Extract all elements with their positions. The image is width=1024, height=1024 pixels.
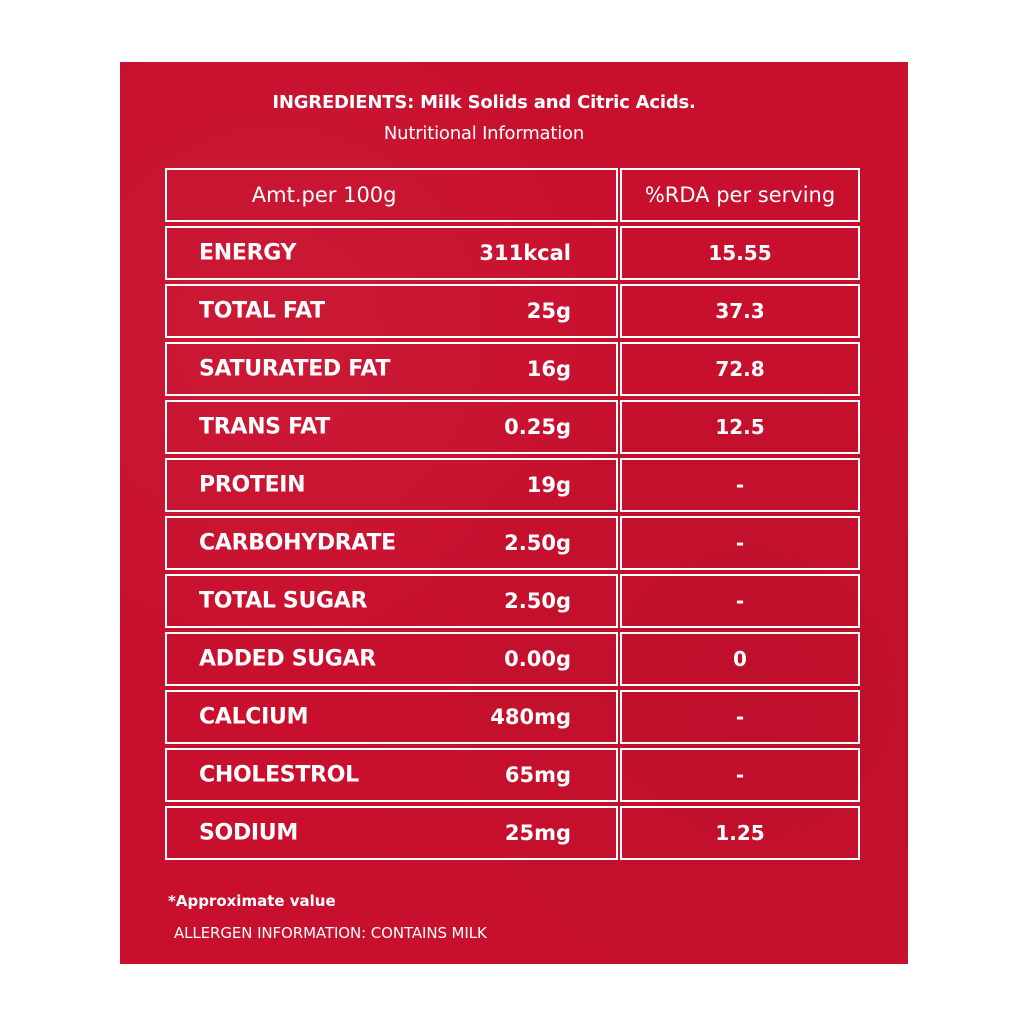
nutrient-cell: ADDED SUGAR 0.00g [165,632,618,686]
table-row: ENERGY 311kcal 15.55 [165,226,860,280]
nutrient-cell: TOTAL SUGAR 2.50g [165,574,618,628]
header-rda: %RDA per serving [644,183,836,207]
nutrient-amount: 19g [526,473,571,497]
nutrient-amount: 480mg [490,705,571,729]
nutrient-cell: SATURATED FAT 16g [165,342,618,396]
table-row: CARBOHYDRATE 2.50g - [165,516,860,570]
nutrient-rda: - [735,763,745,787]
table-row: TOTAL FAT 25g 37.3 [165,284,860,338]
nutrient-rda: - [735,531,745,555]
rda-cell: 15.55 [620,226,860,280]
nutrient-rda: 37.3 [715,299,765,323]
nutrient-name: ENERGY [199,240,297,266]
nutrient-amount: 25g [526,299,571,323]
nutrient-rda: - [735,589,745,613]
nutrient-amount: 2.50g [504,589,571,613]
nutrient-name: TOTAL SUGAR [199,588,368,614]
table-row: CHOLESTROL 65mg - [165,748,860,802]
nutrition-subtitle: Nutritional Information [383,123,585,144]
rda-cell: 12.5 [620,400,860,454]
nutrient-amount: 311kcal [479,241,571,265]
footnote-approximate: *Approximate value [168,892,336,910]
nutrient-name: TOTAL FAT [199,298,325,324]
table-header-row: Amt.per 100g %RDA per serving [165,168,860,222]
header-rda-cell: %RDA per serving [620,168,860,222]
nutrient-amount: 16g [526,357,571,381]
nutrient-rda: - [735,705,745,729]
nutrient-cell: TOTAL FAT 25g [165,284,618,338]
table-row: ADDED SUGAR 0.00g 0 [165,632,860,686]
rda-cell: 0 [620,632,860,686]
ingredients-block: INGREDIENTS: Milk Solids and Citric Acid… [120,92,908,144]
nutrient-cell: ENERGY 311kcal [165,226,618,280]
rda-cell: 37.3 [620,284,860,338]
nutrient-rda: 15.55 [708,241,772,265]
header-amount: Amt.per 100g [251,183,397,207]
nutrient-name: CHOLESTROL [199,762,359,788]
allergen-information: ALLERGEN INFORMATION: CONTAINS MILK [174,924,487,942]
nutrient-cell: SODIUM 25mg [165,806,618,860]
nutrient-rda: - [735,473,745,497]
nutrition-table: Amt.per 100g %RDA per serving ENERGY 311… [165,168,860,864]
nutrient-cell: TRANS FAT 0.25g [165,400,618,454]
nutrient-cell: CARBOHYDRATE 2.50g [165,516,618,570]
table-row: PROTEIN 19g - [165,458,860,512]
nutrient-amount: 0.00g [504,647,571,671]
table-row: SODIUM 25mg 1.25 [165,806,860,860]
nutrient-name: SODIUM [199,820,298,846]
nutrient-amount: 2.50g [504,531,571,555]
nutrient-cell: PROTEIN 19g [165,458,618,512]
nutrient-rda: 1.25 [715,821,765,845]
table-row: CALCIUM 480mg - [165,690,860,744]
rda-cell: - [620,690,860,744]
rda-cell: - [620,516,860,570]
nutrient-name: PROTEIN [199,472,306,498]
nutrient-cell: CALCIUM 480mg [165,690,618,744]
rda-cell: 72.8 [620,342,860,396]
table-row: TRANS FAT 0.25g 12.5 [165,400,860,454]
rda-cell: 1.25 [620,806,860,860]
table-row: SATURATED FAT 16g 72.8 [165,342,860,396]
nutrient-amount: 25mg [504,821,571,845]
rda-cell: - [620,574,860,628]
nutrient-name: CARBOHYDRATE [199,530,396,556]
nutrient-name: CALCIUM [199,704,309,730]
nutrient-rda: 72.8 [715,357,765,381]
nutrient-rda: 12.5 [715,415,765,439]
nutrient-cell: CHOLESTROL 65mg [165,748,618,802]
nutrient-name: ADDED SUGAR [199,646,376,672]
rda-cell: - [620,458,860,512]
nutrient-amount: 0.25g [504,415,571,439]
table-row: TOTAL SUGAR 2.50g - [165,574,860,628]
nutrient-name: TRANS FAT [199,414,331,440]
nutrient-name: SATURATED FAT [199,356,391,382]
nutrition-label-panel: INGREDIENTS: Milk Solids and Citric Acid… [120,62,908,964]
ingredients-text: INGREDIENTS: Milk Solids and Citric Acid… [272,92,696,113]
nutrient-rda: 0 [733,647,747,671]
nutrient-amount: 65mg [504,763,571,787]
header-amount-cell: Amt.per 100g [165,168,618,222]
rda-cell: - [620,748,860,802]
